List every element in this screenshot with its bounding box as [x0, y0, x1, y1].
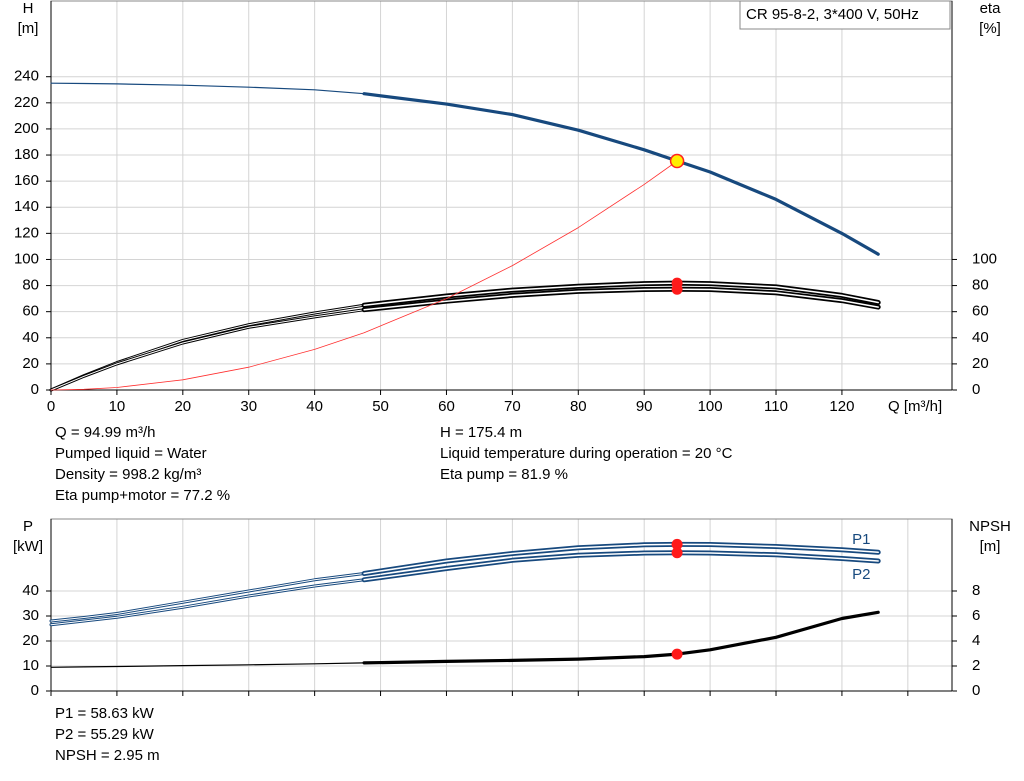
x-tick-label: 40 [306, 398, 323, 415]
x-tick-label: 60 [438, 398, 455, 415]
y-tick-label: 140 [14, 198, 39, 215]
info-text: H = 175.4 m [440, 424, 522, 441]
y-axis-label: [m] [18, 20, 39, 37]
y-tick-label: 0 [31, 682, 39, 699]
curve-operating [362, 610, 880, 665]
x-tick-label: 0 [47, 398, 55, 415]
curve-operating-inner [363, 282, 879, 306]
info-text: Density = 998.2 kg/m³ [55, 466, 201, 483]
y-tick-label: 40 [22, 329, 39, 346]
y2-axis-label: [%] [979, 20, 1001, 37]
curve-operating-inner [363, 552, 879, 581]
y2-tick-label: 100 [972, 250, 997, 267]
y-tick-label: 20 [22, 355, 39, 372]
x-tick-label: 20 [174, 398, 191, 415]
plot-frame [50, 0, 953, 391]
curve [49, 551, 880, 627]
curve-label: P2 [852, 566, 870, 583]
curve-inner [50, 552, 879, 626]
info-text: P2 = 55.29 kW [55, 726, 155, 743]
curve [50, 82, 879, 255]
duty-marker [671, 547, 683, 559]
info-text: NPSH = 2.95 m [55, 747, 160, 764]
info-text: Eta pump+motor = 77.2 % [55, 487, 230, 504]
x-tick-label: 50 [372, 398, 389, 415]
y2-axis-label: eta [980, 0, 1002, 17]
y-tick-label: 160 [14, 172, 39, 189]
y2-tick-label: 0 [972, 682, 980, 699]
x-tick-label: 100 [698, 398, 723, 415]
y-tick-label: 80 [22, 277, 39, 294]
x-tick-label: 30 [240, 398, 257, 415]
y-tick-label: 200 [14, 120, 39, 137]
y2-tick-label: 6 [972, 607, 980, 624]
info-text: Pumped liquid = Water [55, 445, 207, 462]
curve-operating-inner [363, 543, 879, 575]
curve-label: P1 [852, 531, 870, 548]
info-text: P1 = 58.63 kW [55, 705, 155, 722]
y-axis-label: P [23, 518, 33, 535]
y2-axis-label: [m] [980, 538, 1001, 555]
y-tick-label: 20 [22, 632, 39, 649]
y2-tick-label: 20 [972, 355, 989, 372]
curve [49, 287, 880, 392]
y-tick-label: 60 [22, 303, 39, 320]
y2-axis-label: NPSH [969, 518, 1011, 535]
duty-point [669, 153, 685, 169]
curve [50, 611, 879, 668]
info-text: Q = 94.99 m³/h [55, 424, 155, 441]
info-text: Eta pump = 81.9 % [440, 466, 568, 483]
y2-tick-label: 8 [972, 582, 980, 599]
duty-marker [671, 648, 683, 660]
chart-title: CR 95-8-2, 3*400 V, 50Hz [746, 6, 919, 23]
y-tick-label: 240 [14, 68, 39, 85]
y-tick-label: 220 [14, 94, 39, 111]
y-tick-label: 30 [22, 607, 39, 624]
x-tick-label: 90 [636, 398, 653, 415]
curve [50, 160, 678, 391]
x-tick-label: 120 [829, 398, 854, 415]
y-tick-label: 100 [14, 250, 39, 267]
y-axis-label: [kW] [13, 538, 43, 555]
x-axis-label: Q [m³/h] [888, 398, 942, 415]
x-tick-label: 110 [764, 398, 788, 415]
y2-tick-label: 60 [972, 303, 989, 320]
info-text: Liquid temperature during operation = 20… [440, 445, 733, 462]
y2-tick-label: 0 [972, 381, 980, 398]
duty-marker [671, 283, 683, 295]
curve-inner [50, 288, 879, 391]
y2-tick-label: 4 [972, 632, 980, 649]
y-tick-label: 40 [22, 582, 39, 599]
x-tick-label: 70 [504, 398, 521, 415]
y-tick-label: 10 [22, 657, 39, 674]
curve-operating [362, 92, 880, 256]
title-box [739, 0, 951, 30]
y-tick-label: 0 [31, 381, 39, 398]
curve-operating-inner [363, 288, 879, 311]
duty-marker [671, 538, 683, 550]
y2-tick-label: 80 [972, 277, 989, 294]
x-tick-label: 80 [570, 398, 587, 415]
x-tick-label: 10 [109, 398, 126, 415]
y2-tick-label: 40 [972, 329, 989, 346]
y-axis-label: H [23, 0, 34, 17]
y-tick-label: 120 [14, 224, 39, 241]
y-tick-label: 180 [14, 146, 39, 163]
y2-tick-label: 2 [972, 657, 980, 674]
